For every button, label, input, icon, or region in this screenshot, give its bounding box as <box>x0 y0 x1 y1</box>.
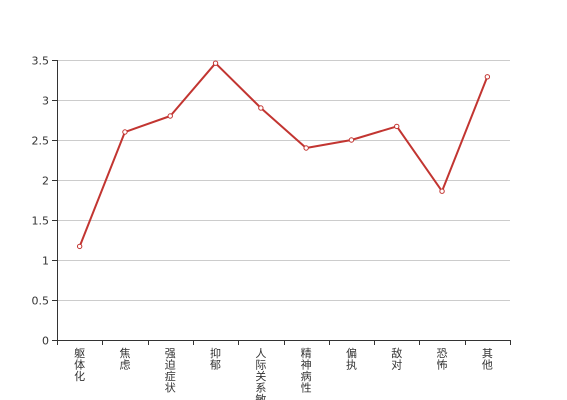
y-tick-label: 3.5 <box>32 55 50 68</box>
x-tick-label: 恐怖 <box>437 347 448 372</box>
x-tick-label: 人际关系敏感 <box>255 347 266 400</box>
data-points <box>76 60 491 250</box>
y-tick-label: 2.5 <box>32 135 50 148</box>
data-point[interactable] <box>167 113 173 119</box>
gridlines <box>57 60 510 301</box>
x-tick-label: 偏执 <box>346 346 357 372</box>
y-tick-label: 3 <box>42 95 49 108</box>
x-tick-labels: 躯体化 焦虑 强迫症状 抑郁 人际关系敏感 精神病性 偏执 敌对 恐怖 其他 <box>74 346 493 400</box>
y-tick-labels: 0 0.5 1 1.5 2 2.5 3 3.5 <box>32 55 50 348</box>
x-tick-label: 敌对 <box>391 346 402 372</box>
x-tick-label: 精神病性 <box>301 347 312 395</box>
axes <box>52 60 511 345</box>
data-point[interactable] <box>76 243 83 250</box>
x-tick-label: 抑郁 <box>210 346 221 372</box>
data-point[interactable] <box>303 145 309 151</box>
data-point[interactable] <box>394 123 400 130</box>
x-tick-label: 躯体化 <box>74 347 85 383</box>
y-tick-label: 0 <box>42 335 49 348</box>
x-tick-label: 强迫症状 <box>165 347 176 395</box>
y-tick-label: 1.5 <box>32 215 50 228</box>
y-tick-label: 0.5 <box>32 295 50 308</box>
x-tick-label: 其他 <box>482 347 493 372</box>
series-line-path <box>78 62 489 247</box>
y-tick-label: 1 <box>42 255 49 268</box>
data-point[interactable] <box>348 137 355 143</box>
data-point[interactable] <box>484 74 491 80</box>
data-point[interactable] <box>258 105 264 111</box>
data-point[interactable] <box>122 129 128 135</box>
x-tick-label: 焦虑 <box>119 347 130 372</box>
y-tick-label: 2 <box>42 175 49 188</box>
series-line <box>78 62 489 247</box>
data-point[interactable] <box>212 60 219 66</box>
data-point[interactable] <box>439 188 445 194</box>
